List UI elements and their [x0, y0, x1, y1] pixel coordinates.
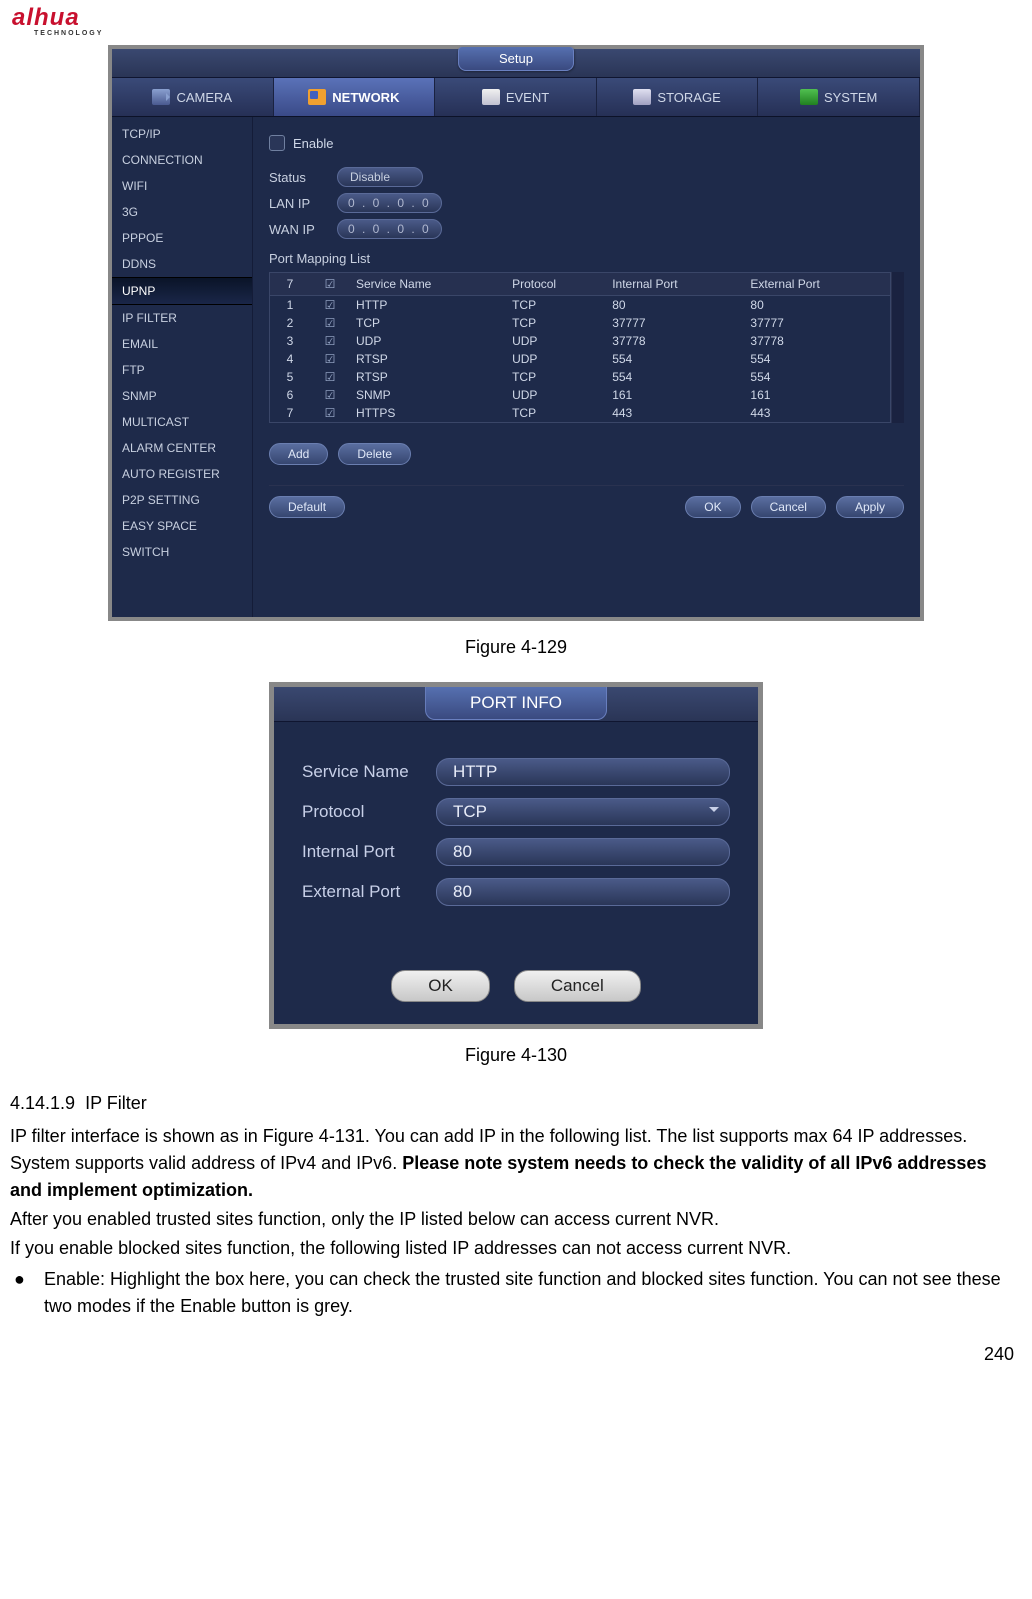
sidebar-item-easy-space[interactable]: EASY SPACE	[112, 513, 252, 539]
enable-checkbox[interactable]	[269, 135, 285, 151]
main-tab-camera[interactable]: CAMERA	[112, 78, 274, 116]
cam-icon	[152, 89, 170, 105]
row-check-icon[interactable]: ☑	[325, 316, 336, 330]
paragraph-text: If you enable blocked sites function, th…	[10, 1235, 1022, 1262]
document-body: 4.14.1.9 IP Filter IP filter interface i…	[10, 1090, 1022, 1320]
main-tab-network[interactable]: NETWORK	[274, 78, 436, 116]
bullet-icon: ●	[10, 1266, 44, 1320]
field-label: External Port	[302, 882, 436, 902]
main-tab-storage[interactable]: STORAGE	[597, 78, 759, 116]
field-input-service-name[interactable]: HTTP	[436, 758, 730, 786]
sidebar-item-upnp[interactable]: UPNP	[112, 277, 252, 305]
row-check-icon[interactable]: ☑	[325, 352, 336, 366]
cancel-button[interactable]: Cancel	[751, 496, 826, 518]
tab-label: CAMERA	[176, 90, 232, 105]
table-row[interactable]: 2☑TCPTCP3777737777	[270, 314, 891, 332]
dialog-title: PORT INFO	[425, 687, 607, 720]
lanip-input[interactable]: 0 . 0 . 0 . 0	[337, 193, 442, 213]
status-label: Status	[269, 170, 337, 185]
table-row[interactable]: 3☑UDPUDP3777837778	[270, 332, 891, 350]
figure-caption: Figure 4-130	[10, 1045, 1022, 1066]
delete-button[interactable]: Delete	[338, 443, 411, 465]
field-label: Service Name	[302, 762, 436, 782]
net-icon	[308, 89, 326, 105]
col-count: 7	[270, 273, 311, 296]
lanip-label: LAN IP	[269, 196, 337, 211]
tab-label: STORAGE	[657, 90, 720, 105]
default-button[interactable]: Default	[269, 496, 345, 518]
brand-logo: alhuaTECHNOLOGY	[12, 4, 1022, 37]
col-check: ☑	[310, 273, 350, 296]
portmap-label: Port Mapping List	[269, 251, 904, 266]
page-number: 240	[10, 1344, 1022, 1365]
table-row[interactable]: 5☑RTSPTCP554554	[270, 368, 891, 386]
wanip-input[interactable]: 0 . 0 . 0 . 0	[337, 219, 442, 239]
sidebar-item-p2p-setting[interactable]: P2P SETTING	[112, 487, 252, 513]
sidebar-item-ddns[interactable]: DDNS	[112, 251, 252, 277]
sidebar-item-connection[interactable]: CONNECTION	[112, 147, 252, 173]
table-row[interactable]: 4☑RTSPUDP554554	[270, 350, 891, 368]
main-tab-event[interactable]: EVENT	[435, 78, 597, 116]
tab-label: EVENT	[506, 90, 549, 105]
table-scrollbar[interactable]	[891, 272, 904, 423]
add-button[interactable]: Add	[269, 443, 328, 465]
field-input-internal-port[interactable]: 80	[436, 838, 730, 866]
paragraph-text: After you enabled trusted sites function…	[10, 1206, 1022, 1233]
apply-button[interactable]: Apply	[836, 496, 904, 518]
sidebar-item-alarm-center[interactable]: ALARM CENTER	[112, 435, 252, 461]
sys-icon	[800, 89, 818, 105]
sidebar-item-wifi[interactable]: WIFI	[112, 173, 252, 199]
row-check-icon[interactable]: ☑	[325, 388, 336, 402]
table-row[interactable]: 1☑HTTPTCP8080	[270, 296, 891, 315]
row-check-icon[interactable]: ☑	[325, 298, 336, 312]
evt-icon	[482, 89, 500, 105]
main-tab-system[interactable]: SYSTEM	[758, 78, 920, 116]
col-header: External Port	[744, 273, 890, 296]
dialog-ok-button[interactable]: OK	[391, 970, 490, 1002]
row-check-icon[interactable]: ☑	[325, 370, 336, 384]
field-input-external-port[interactable]: 80	[436, 878, 730, 906]
section-title: IP Filter	[85, 1093, 147, 1113]
setup-tab[interactable]: Setup	[458, 47, 574, 71]
port-mapping-table: 7☑Service NameProtocolInternal PortExter…	[269, 272, 891, 423]
enable-label: Enable	[293, 136, 333, 151]
tab-label: NETWORK	[332, 90, 399, 105]
col-header: Protocol	[506, 273, 606, 296]
row-check-icon[interactable]: ☑	[325, 406, 336, 420]
row-check-icon[interactable]: ☑	[325, 334, 336, 348]
sidebar-item-3g[interactable]: 3G	[112, 199, 252, 225]
dialog-cancel-button[interactable]: Cancel	[514, 970, 641, 1002]
field-label: Internal Port	[302, 842, 436, 862]
col-header: Internal Port	[606, 273, 744, 296]
sidebar-item-pppoe[interactable]: PPPOE	[112, 225, 252, 251]
table-row[interactable]: 6☑SNMPUDP161161	[270, 386, 891, 404]
section-number: 4.14.1.9	[10, 1093, 75, 1113]
ok-button[interactable]: OK	[685, 496, 740, 518]
wanip-label: WAN IP	[269, 222, 337, 237]
field-input-protocol[interactable]: TCP	[436, 798, 730, 826]
status-value: Disable	[337, 167, 423, 187]
sidebar-item-email[interactable]: EMAIL	[112, 331, 252, 357]
sidebar-item-tcp-ip[interactable]: TCP/IP	[112, 121, 252, 147]
sidebar-item-auto-register[interactable]: AUTO REGISTER	[112, 461, 252, 487]
field-label: Protocol	[302, 802, 436, 822]
sidebar-item-ip-filter[interactable]: IP FILTER	[112, 305, 252, 331]
port-info-dialog: PORT INFO Service NameHTTPProtocolTCPInt…	[269, 682, 763, 1029]
col-header: Service Name	[350, 273, 506, 296]
bullet-text: Enable: Highlight the box here, you can …	[44, 1266, 1022, 1320]
sto-icon	[633, 89, 651, 105]
sidebar-item-switch[interactable]: SWITCH	[112, 539, 252, 565]
sidebar-item-snmp[interactable]: SNMP	[112, 383, 252, 409]
tab-label: SYSTEM	[824, 90, 877, 105]
sidebar-item-multicast[interactable]: MULTICAST	[112, 409, 252, 435]
table-row[interactable]: 7☑HTTPSTCP443443	[270, 404, 891, 423]
sidebar-item-ftp[interactable]: FTP	[112, 357, 252, 383]
nvr-setup-window: Setup CAMERA NETWORK EVENT STORAGE SYSTEM TC…	[108, 45, 924, 621]
figure-caption: Figure 4-129	[10, 637, 1022, 658]
